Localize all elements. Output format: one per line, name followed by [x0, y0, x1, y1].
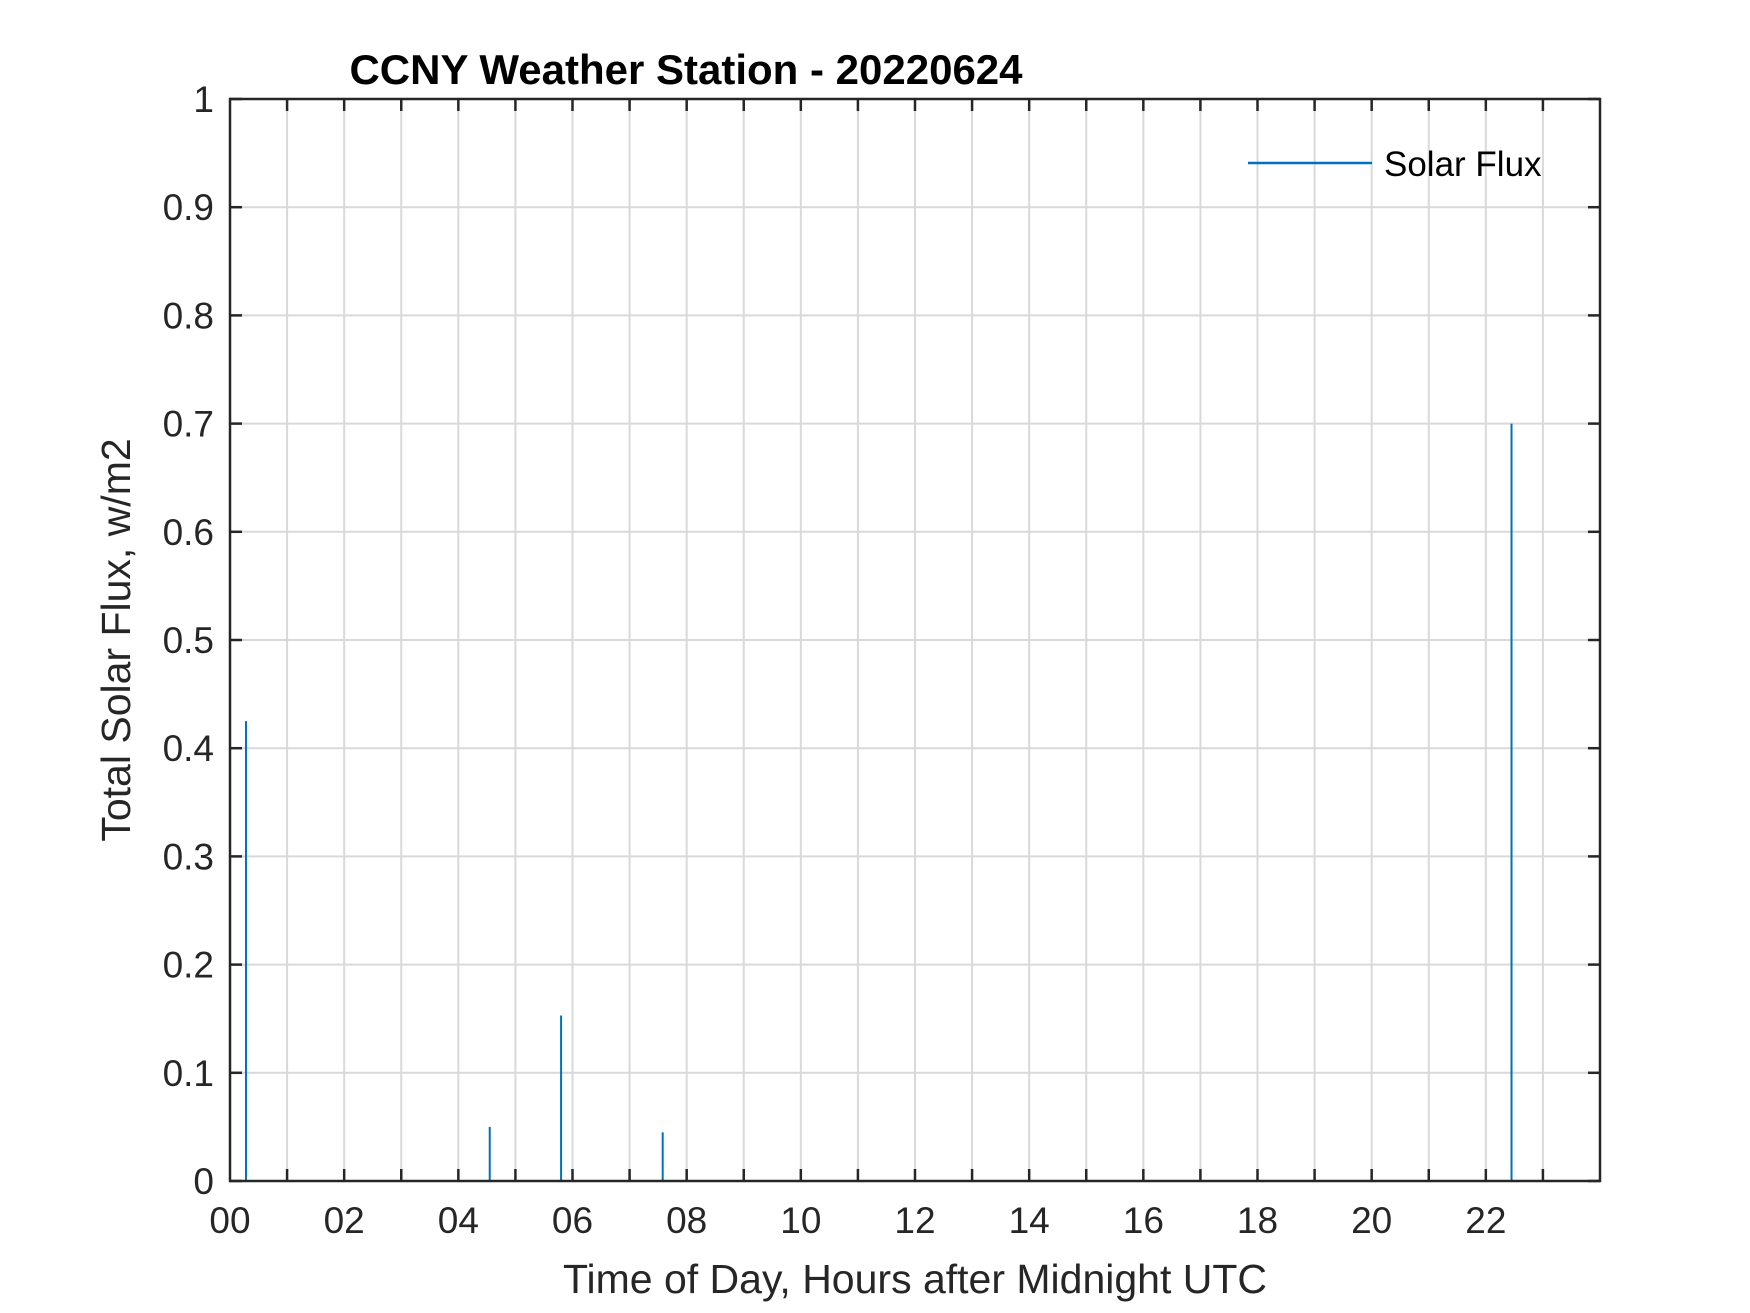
x-tick-label: 16: [1123, 1200, 1164, 1241]
x-tick-label: 08: [666, 1200, 707, 1241]
y-tick-label: 0.3: [163, 836, 214, 877]
x-tick-label: 10: [780, 1200, 821, 1241]
y-tick-label: 0.9: [163, 187, 214, 228]
tick-layer: [230, 97, 1600, 1183]
x-tick-label: 20: [1351, 1200, 1392, 1241]
y-tick-label: 0.2: [163, 945, 214, 986]
x-tick-label: 14: [1009, 1200, 1050, 1241]
y-tick-label: 0.5: [163, 620, 214, 661]
x-tick-label: 12: [894, 1200, 935, 1241]
legend-label-solar-flux: Solar Flux: [1384, 145, 1542, 184]
x-tick-label: 18: [1237, 1200, 1278, 1241]
x-tick-label: 06: [552, 1200, 593, 1241]
x-tick-label: 00: [209, 1200, 250, 1241]
x-tick-label: 02: [324, 1200, 365, 1241]
y-tick-label: 1: [193, 79, 214, 120]
x-axis-label: Time of Day, Hours after Midnight UTC: [563, 1256, 1267, 1302]
y-tick-label: 0.8: [163, 295, 214, 336]
y-tick-label: 0.6: [163, 512, 214, 553]
y-tick-label: 0: [193, 1161, 214, 1202]
legend: Solar Flux: [1248, 145, 1542, 184]
y-axis-label: Total Solar Flux, w/m2: [93, 438, 139, 841]
tick-label-layer: 00 02 04 06 08 10 12 14 16 18 20 22 0 0.1 0.2 0.3 0.4 0.5…: [163, 79, 1507, 1241]
x-tick-label: 22: [1465, 1200, 1506, 1241]
y-tick-label: 0.1: [163, 1053, 214, 1094]
y-tick-label: 0.4: [163, 728, 214, 769]
chart-title: CCNY Weather Station - 20220624: [349, 46, 1023, 93]
y-tick-label: 0.7: [163, 404, 214, 445]
grid-layer: [230, 99, 1600, 1181]
x-tick-label: 04: [438, 1200, 479, 1241]
series-layer: [244, 423, 1513, 1181]
